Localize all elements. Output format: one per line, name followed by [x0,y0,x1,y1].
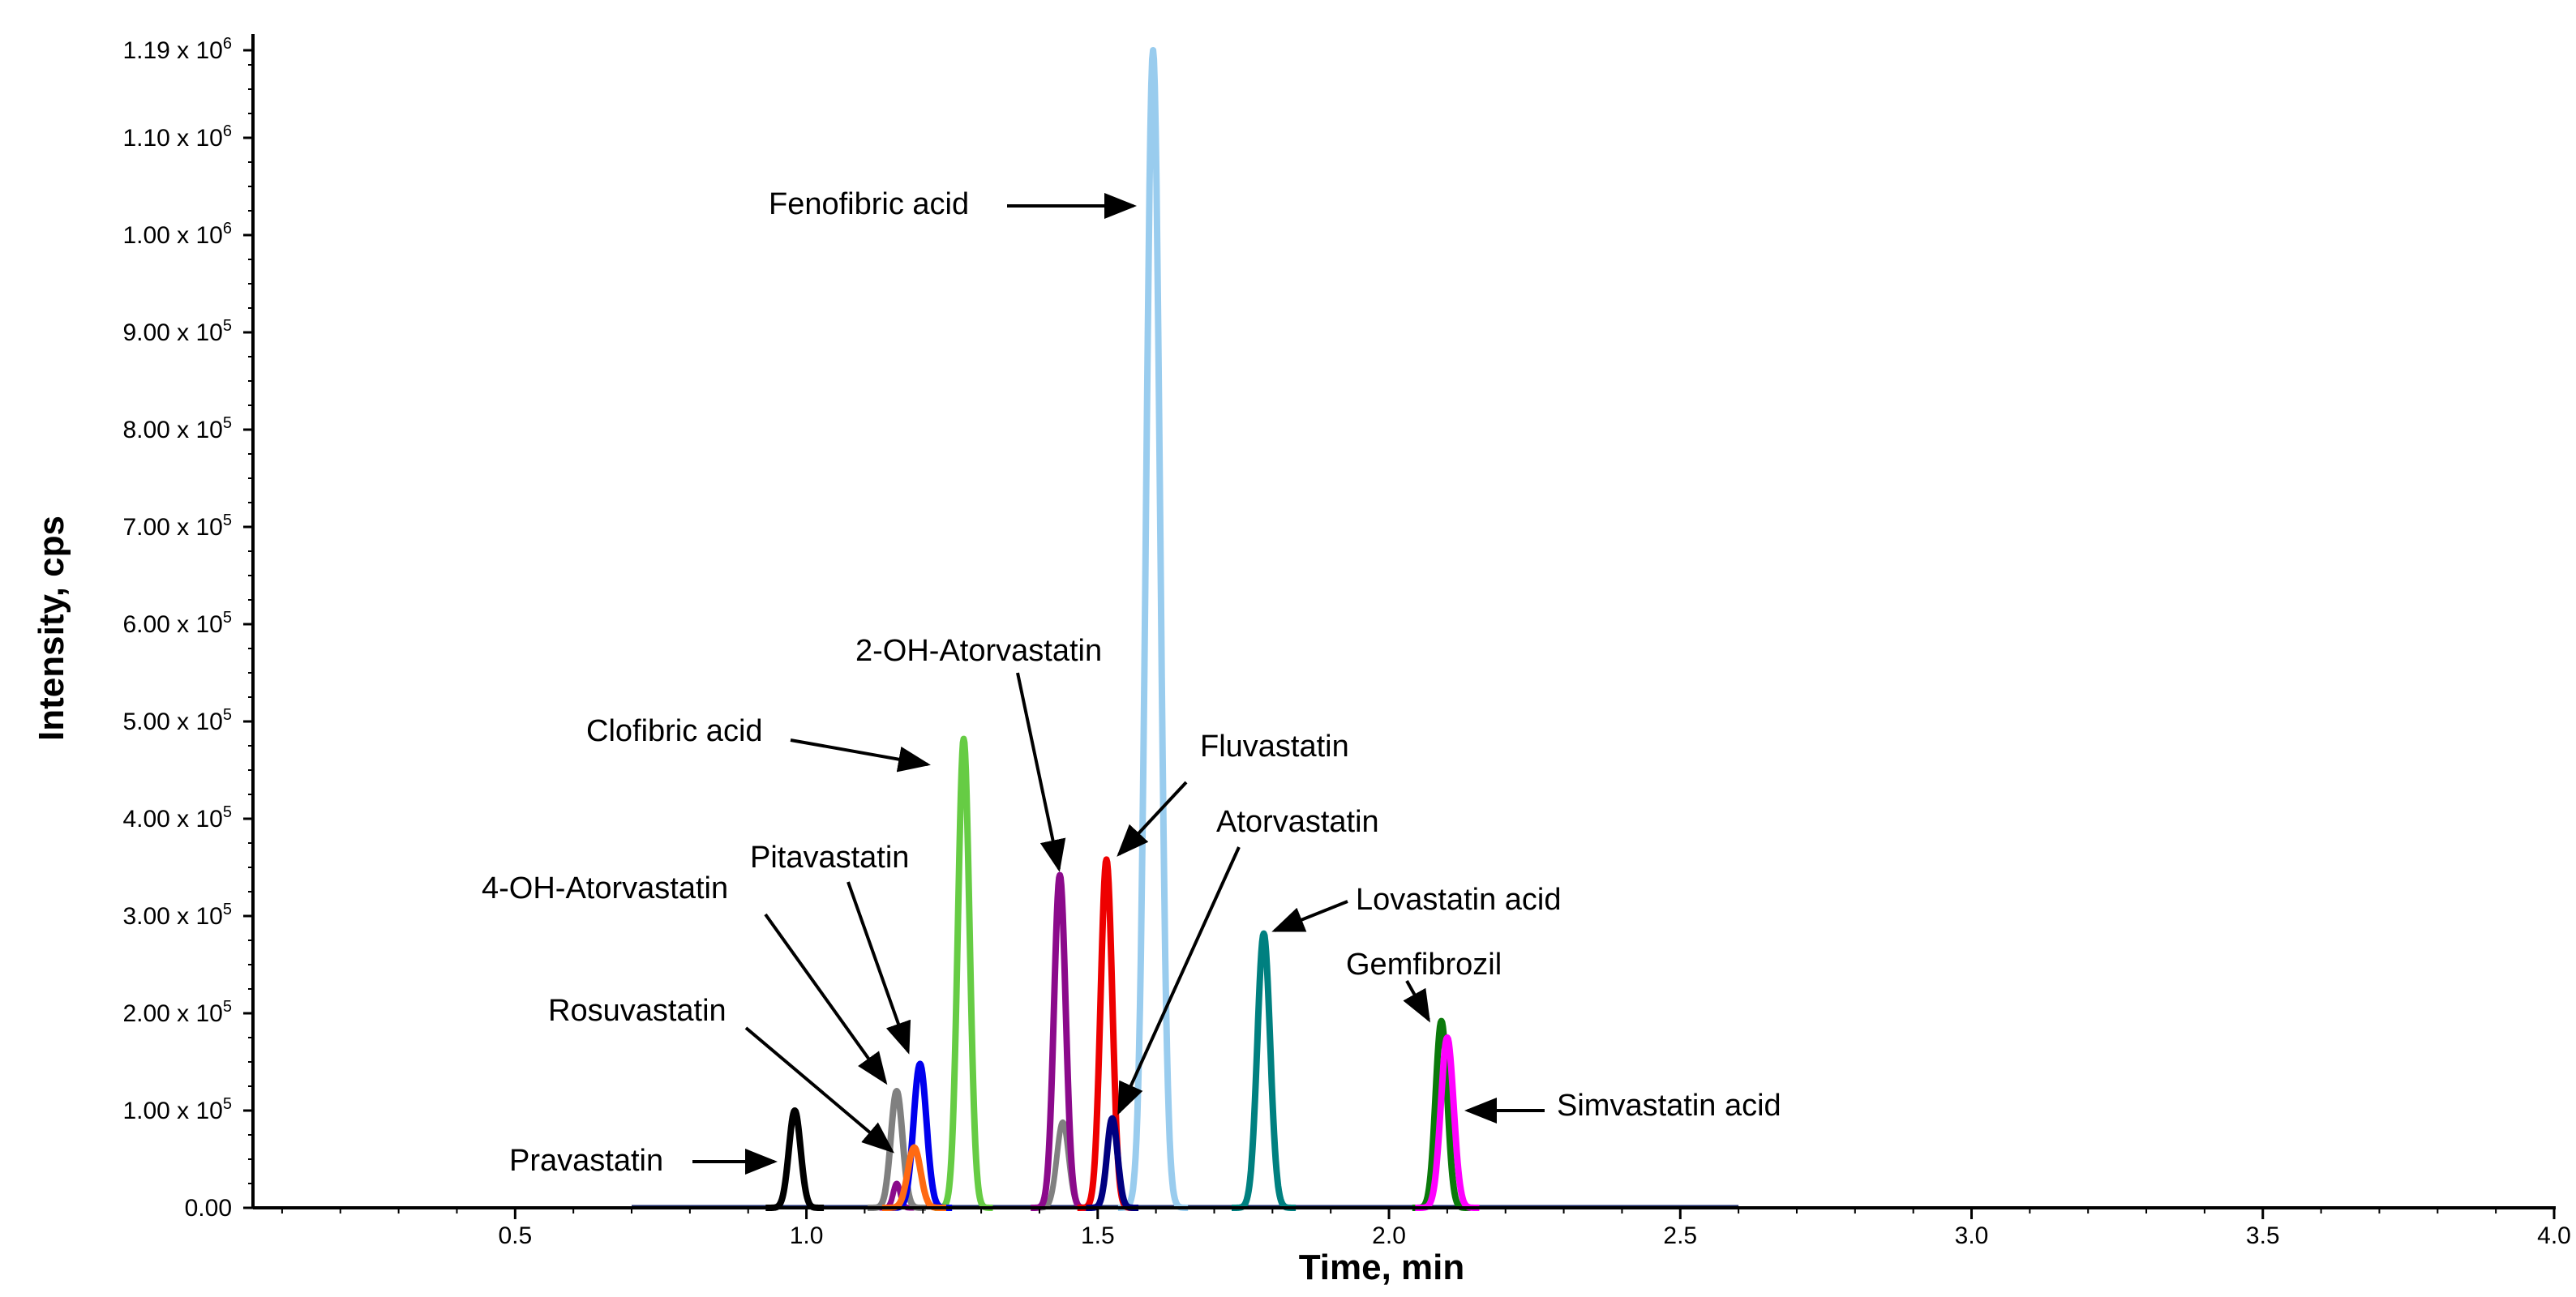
y-tick-label-4: 4.00 x 105 [122,803,232,833]
annotation-gemfibrozil-arrow [1403,980,1430,1023]
x-tick-label-1: 1.0 [790,1222,824,1249]
annotation-2-oh-atorvastatin-label: 2-OH-Atorvastatin [855,634,1102,668]
annotation-rosuvastatin-label: Rosuvastatin [548,994,727,1028]
annotation-atorvastatin-arrow [1117,846,1241,1115]
annotation-clofibric-acid-label: Clofibric acid [586,714,763,748]
y-axis-title: Intensity, cps [32,516,71,741]
peak-2-oh-atorvastatin [1028,871,1092,1211]
y-tick-label-12: 1.19 x 106 [122,35,232,64]
x-axis-title: Time, min [1299,1248,1465,1287]
annotation-4-oh-atorvastatin-arrow [764,913,888,1085]
y-tick-label-9: 9.00 x 105 [122,317,232,346]
annotation-simvastatin-acid-label: Simvastatin acid [1557,1089,1781,1123]
annotation-atorvastatin-label: Atorvastatin [1216,805,1379,839]
annotation-4-oh-atorvastatin-label: 4-OH-Atorvastatin [482,871,728,905]
annotation-2-oh-atorvastatin-arrow [1016,672,1066,872]
annotation-rosuvastatin-arrow [744,1026,895,1154]
series-layer [632,47,1739,1211]
x-tick-label-7: 4.0 [2537,1222,2571,1249]
y-tick-label-0: 0.00 [185,1195,232,1222]
peak-pravastatin [763,1107,827,1211]
annotation-pitavastatin-arrow [847,881,911,1055]
y-tick-label-10: 1.00 x 106 [122,220,232,249]
annotation-fluvastatin-arrow [1117,781,1188,857]
x-tick-label-4: 2.5 [1663,1222,1697,1249]
x-tick-label-6: 3.5 [2246,1222,2280,1249]
annotation-pitavastatin-label: Pitavastatin [750,841,909,875]
y-tick-label-6: 6.00 x 105 [122,609,232,638]
y-tick-label-2: 2.00 x 105 [122,998,232,1027]
y-tick-label-8: 8.00 x 105 [122,414,232,443]
y-tick-label-1: 1.00 x 105 [122,1095,232,1124]
axes-layer: 0.00 1.00 x 105 2.00 x 105 3.00 x 105 4.00 x… [122,34,2571,1249]
x-tick-label-0: 0.5 [498,1222,532,1249]
annotation-layer: Fenofibric acid 2-OH-Atorvastatin Clofibri… [482,187,1781,1178]
x-tick-label-5: 3.0 [1955,1222,1989,1249]
y-tick-label-3: 3.00 x 105 [122,901,232,930]
annotation-fenofibric-acid-label: Fenofibric acid [769,187,969,221]
annotation-gemfibrozil-label: Gemfibrozil [1346,948,1502,982]
annotation-lovastatin-acid-arrow [1271,900,1348,932]
annotation-pravastatin-label: Pravastatin [509,1144,663,1178]
y-tick-label-11: 1.10 x 106 [122,122,232,152]
x-tick-label-2: 1.5 [1081,1222,1115,1249]
y-tick-label-7: 7.00 x 105 [122,512,232,541]
peak-fenofibric-acid [1116,47,1191,1211]
peak-clofibric-acid [932,735,996,1211]
peak-lovastatin-acid [1229,930,1299,1211]
annotation-clofibric-acid-arrow [790,738,931,773]
annotation-lovastatin-acid-label: Lovastatin acid [1356,883,1562,917]
y-tick-label-5: 5.00 x 105 [122,706,232,735]
annotation-fluvastatin-label: Fluvastatin [1200,730,1349,764]
x-tick-label-3: 2.0 [1372,1222,1406,1249]
